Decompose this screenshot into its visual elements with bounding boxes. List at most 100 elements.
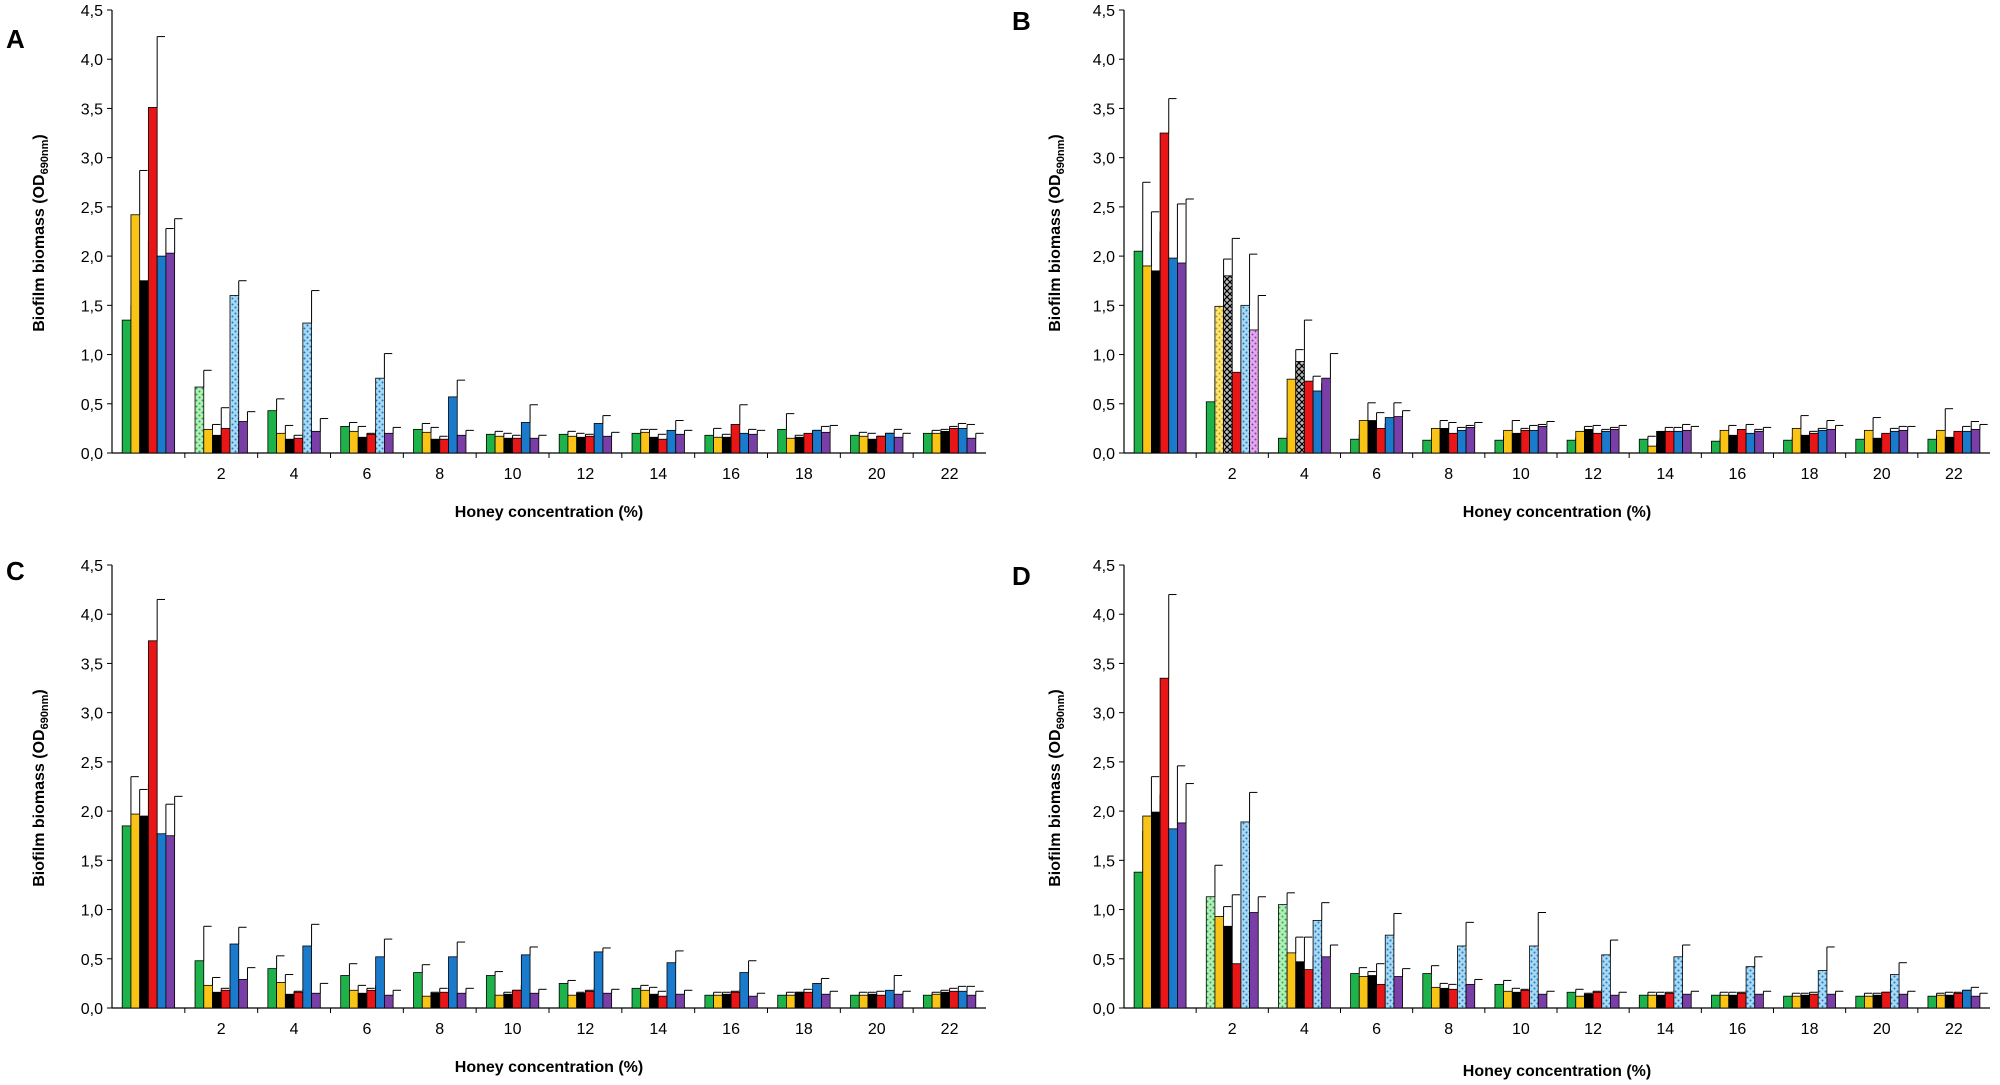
- error-bar: [858, 431, 868, 436]
- bar-yellow: [1864, 429, 1874, 454]
- y-tick-label: 4,5: [81, 3, 103, 20]
- error-bar: [276, 955, 285, 969]
- bar-purple: [820, 431, 831, 454]
- error-bar: [829, 990, 839, 995]
- bar-red: [1231, 963, 1242, 1009]
- bar-red: [657, 995, 668, 1009]
- bar-blue: [957, 427, 968, 454]
- error-bar: [1618, 424, 1627, 430]
- bar-yellow: [1214, 305, 1224, 454]
- error-bar: [246, 411, 256, 422]
- y-tick-label: 1,0: [1093, 903, 1115, 920]
- bar-yellow: [1936, 429, 1946, 454]
- x-tick-label: 10: [1512, 466, 1530, 483]
- bar-red: [585, 990, 595, 1009]
- bar-red: [1953, 992, 1963, 1009]
- bar-blue: [375, 956, 385, 1009]
- error-bar: [1762, 990, 1772, 995]
- x-tick-label: 4: [1300, 1021, 1309, 1038]
- panel-d: D Honey concentration (%) Biofilm biomas…: [1012, 558, 1990, 1080]
- bar-green: [340, 426, 350, 454]
- bar-purple: [311, 992, 321, 1009]
- bar-green: [1783, 995, 1793, 1009]
- bar-yellow: [1503, 429, 1513, 454]
- y-tick-label: 0,0: [81, 1001, 103, 1018]
- bar-red: [1664, 430, 1675, 454]
- y-tick-label: 1,5: [1093, 853, 1115, 870]
- bar-red: [1448, 432, 1458, 454]
- bar-black: [1295, 361, 1305, 454]
- x-tick-label: 14: [1656, 1021, 1674, 1038]
- x-tick-label: 2: [1228, 1021, 1237, 1038]
- bar-blue: [666, 429, 677, 454]
- error-bar: [284, 974, 294, 983]
- x-tick-label: 6: [362, 466, 371, 483]
- error-bar: [1835, 990, 1844, 995]
- y-tick-label: 1,0: [1093, 348, 1115, 365]
- bar-black: [503, 993, 513, 1009]
- x-tick-label: 10: [1512, 1021, 1530, 1038]
- bar-black: [1728, 994, 1738, 1009]
- bar-yellow: [203, 428, 213, 454]
- bar-blue: [885, 989, 895, 1009]
- bar-black: [139, 280, 149, 454]
- error-bar: [1150, 211, 1160, 266]
- error-bar: [748, 960, 757, 973]
- error-bar: [1690, 425, 1700, 431]
- bar-yellow: [931, 432, 942, 454]
- bar-black: [1728, 434, 1738, 454]
- error-bar: [1448, 421, 1457, 429]
- bar-yellow: [858, 435, 869, 454]
- error-bar: [139, 788, 148, 815]
- x-tick-label: 8: [1444, 466, 1453, 483]
- y-tick-label: 0,0: [81, 446, 103, 463]
- error-bar: [1439, 982, 1448, 988]
- bar-black: [794, 991, 805, 1009]
- error-bar: [893, 975, 903, 991]
- bar-purple: [1970, 428, 1981, 454]
- bar-blue: [1890, 430, 1900, 454]
- y-tick-label: 4,0: [1093, 52, 1115, 69]
- error-bar: [785, 413, 795, 430]
- error-bar: [1656, 991, 1665, 996]
- error-bar: [1439, 420, 1448, 429]
- x-axis-title: Honey concentration (%): [1463, 504, 1651, 521]
- y-tick-label: 2,5: [1093, 755, 1115, 772]
- error-bar: [1503, 979, 1512, 985]
- error-bar: [858, 991, 868, 996]
- bar-black: [503, 437, 513, 454]
- bar-red: [1520, 989, 1530, 1009]
- error-bar: [538, 434, 547, 439]
- bar-yellow: [276, 432, 286, 454]
- bar-yellow: [1286, 952, 1297, 1009]
- bar-red: [512, 989, 522, 1009]
- error-bar: [1537, 912, 1547, 946]
- error-bar: [803, 988, 812, 993]
- y-tick-label: 1,5: [81, 853, 103, 870]
- bar-green: [1494, 983, 1504, 1009]
- x-tick-label: 2: [1228, 466, 1237, 483]
- error-bar: [1664, 426, 1674, 432]
- y-tick-label: 0,5: [81, 952, 103, 969]
- error-bar: [1511, 987, 1521, 992]
- bar-green: [1638, 994, 1649, 1009]
- error-bar: [748, 428, 757, 434]
- error-bar: [1826, 946, 1835, 971]
- error-bar: [567, 979, 576, 984]
- bar-green: [777, 428, 787, 454]
- error-bar: [156, 598, 166, 641]
- error-bar: [966, 985, 975, 992]
- error-bar: [567, 430, 576, 435]
- bar-yellow: [1142, 815, 1152, 1009]
- error-bar: [383, 353, 393, 379]
- y-tick-label: 3,0: [81, 151, 103, 168]
- error-bar: [1214, 864, 1223, 897]
- error-bar: [1872, 417, 1881, 431]
- x-tick-label: 18: [1801, 1021, 1819, 1038]
- bar-green: [1566, 991, 1577, 1009]
- bar-red: [148, 107, 158, 454]
- bar-green: [194, 386, 205, 454]
- bar-green: [1133, 871, 1144, 1009]
- bar-purple: [966, 437, 977, 454]
